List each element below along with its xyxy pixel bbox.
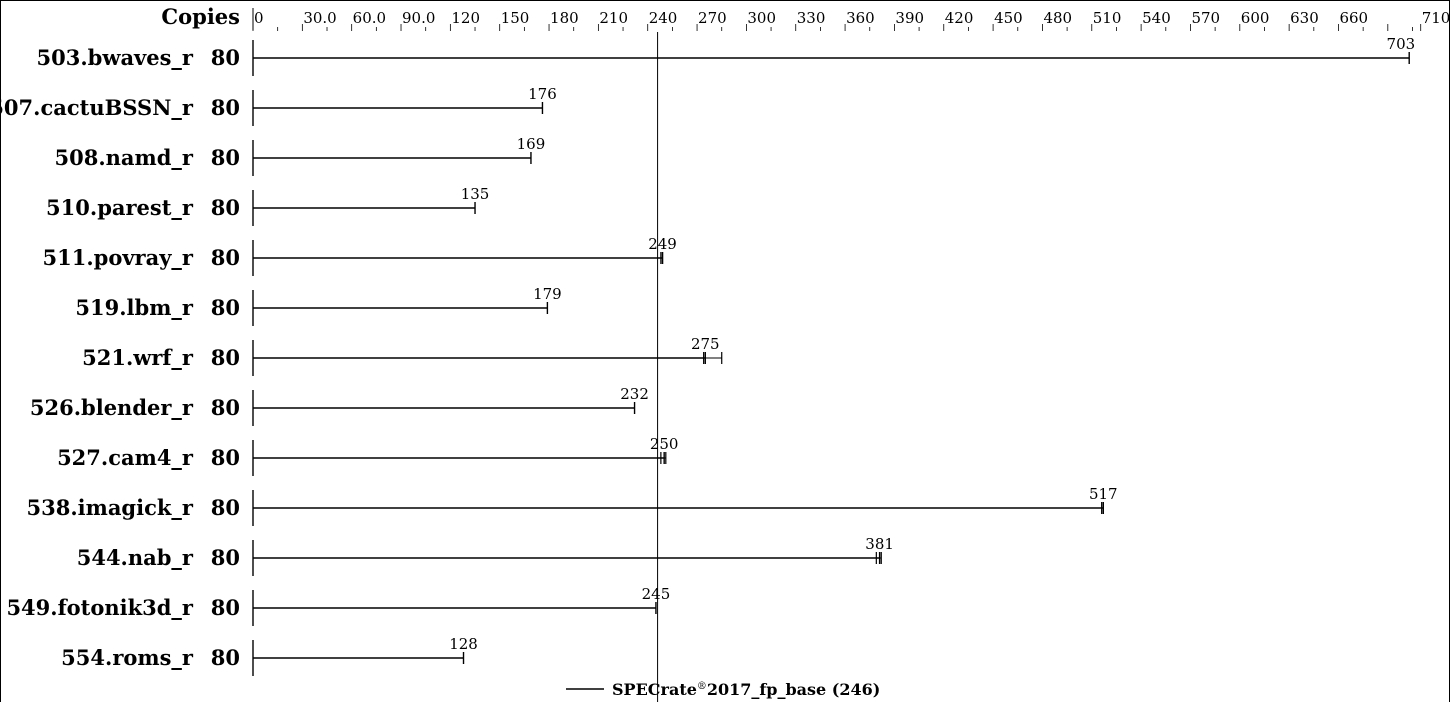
value-label: 381 — [865, 535, 894, 553]
x-tick-label: 0 — [254, 9, 264, 27]
benchmark-name: 508.namd_r — [55, 145, 194, 170]
benchmark-row: 508.namd_r 80 169 — [55, 135, 546, 176]
benchmark-row: 554.roms_r 80 128 — [61, 635, 478, 676]
legend-label-reg: ® — [697, 681, 707, 692]
value-label: 135 — [461, 185, 490, 203]
copies-value: 80 — [211, 395, 240, 420]
copies-value: 80 — [211, 495, 240, 520]
benchmark-row: 538.imagick_r 80 517 — [26, 485, 1118, 526]
x-tick-label: 390 — [895, 9, 924, 27]
x-tick-label: 360 — [846, 9, 875, 27]
x-tick-label: 270 — [698, 9, 727, 27]
x-tick-label: 540 — [1142, 9, 1171, 27]
x-tick-label: 240 — [649, 9, 678, 27]
benchmark-name: 510.parest_r — [46, 195, 194, 220]
benchmark-row: 544.nab_r 80 381 — [77, 535, 894, 576]
legend-label: SPECrate®2017_fp_base (246) — [612, 680, 880, 699]
x-tick-label: 510 — [1093, 9, 1122, 27]
benchmark-row: 526.blender_r 80 232 — [30, 385, 649, 426]
value-label: 703 — [1387, 35, 1416, 53]
x-tick-label: 210 — [599, 9, 628, 27]
benchmark-row: 549.fotonik3d_r 80 245 — [6, 585, 670, 626]
benchmark-row: 511.povray_r 80 249 — [43, 235, 677, 276]
value-label: 250 — [650, 435, 679, 453]
x-tick-label: 300 — [747, 9, 776, 27]
value-label: 249 — [648, 235, 677, 253]
copies-value: 80 — [211, 95, 240, 120]
value-label: 179 — [533, 285, 562, 303]
value-label: 128 — [449, 635, 478, 653]
benchmark-name: 544.nab_r — [77, 545, 194, 570]
copies-value: 80 — [211, 295, 240, 320]
x-tick-label: 420 — [945, 9, 974, 27]
x-tick-label: 150 — [501, 9, 530, 27]
benchmark-name: 521.wrf_r — [82, 345, 194, 370]
benchmark-row: 507.cactuBSSN_r 80 176 — [0, 85, 557, 126]
x-tick-label: 120 — [451, 9, 480, 27]
legend-label-main: SPECrate — [612, 680, 697, 699]
benchmark-name: 507.cactuBSSN_r — [0, 95, 194, 120]
copies-value: 80 — [211, 245, 240, 270]
value-label: 517 — [1089, 485, 1118, 503]
copies-value: 80 — [211, 545, 240, 570]
benchmark-name: 554.roms_r — [61, 645, 194, 670]
value-label: 275 — [691, 335, 720, 353]
benchmark-name: 511.povray_r — [43, 245, 194, 270]
legend-label-rest: 2017_fp_base (246) — [707, 680, 880, 699]
copies-value: 80 — [211, 145, 240, 170]
benchmark-row: 503.bwaves_r 80 703 — [37, 35, 1416, 76]
benchmark-row: 527.cam4_r 80 250 — [57, 435, 678, 476]
copies-header: Copies — [161, 4, 240, 29]
benchmark-name: 549.fotonik3d_r — [6, 595, 193, 620]
benchmark-row: 519.lbm_r 80 179 — [75, 285, 562, 326]
benchmark-name: 538.imagick_r — [26, 495, 193, 520]
x-tick-label: 90.0 — [402, 9, 435, 27]
x-tick-label: 630 — [1290, 9, 1319, 27]
copies-value: 80 — [211, 595, 240, 620]
benchmark-rows: 503.bwaves_r 80 703 507.cactuBSSN_r 80 176 508… — [0, 35, 1415, 676]
x-tick-label: 480 — [1043, 9, 1072, 27]
x-tick-label: 710 — [1422, 9, 1450, 27]
copies-value: 80 — [211, 345, 240, 370]
x-tick-label: 660 — [1339, 9, 1368, 27]
x-tick-label: 30.0 — [303, 9, 336, 27]
benchmark-name: 519.lbm_r — [75, 295, 194, 320]
value-label: 232 — [620, 385, 649, 403]
x-tick-label: 60.0 — [353, 9, 386, 27]
value-label: 169 — [517, 135, 546, 153]
x-tick-label: 330 — [797, 9, 826, 27]
benchmark-name: 527.cam4_r — [57, 445, 194, 470]
value-label: 245 — [642, 585, 671, 603]
x-tick-label: 180 — [550, 9, 579, 27]
copies-value: 80 — [211, 195, 240, 220]
copies-value: 80 — [211, 445, 240, 470]
benchmark-row: 521.wrf_r 80 275 — [82, 335, 723, 376]
legend: SPECrate®2017_fp_base (246) — [566, 680, 880, 699]
x-axis: 0 30.0 60.0 90.0 120 150 180 210 240 270 300 330 360… — [252, 8, 1450, 31]
copies-value: 80 — [211, 45, 240, 70]
benchmark-name: 526.blender_r — [30, 395, 194, 420]
x-tick-label: 450 — [994, 9, 1023, 27]
x-tick-label: 570 — [1191, 9, 1220, 27]
x-tick-label: 600 — [1241, 9, 1270, 27]
copies-value: 80 — [211, 645, 240, 670]
value-label: 176 — [528, 85, 557, 103]
benchmark-name: 503.bwaves_r — [37, 45, 194, 70]
benchmark-row: 510.parest_r 80 135 — [46, 185, 489, 226]
